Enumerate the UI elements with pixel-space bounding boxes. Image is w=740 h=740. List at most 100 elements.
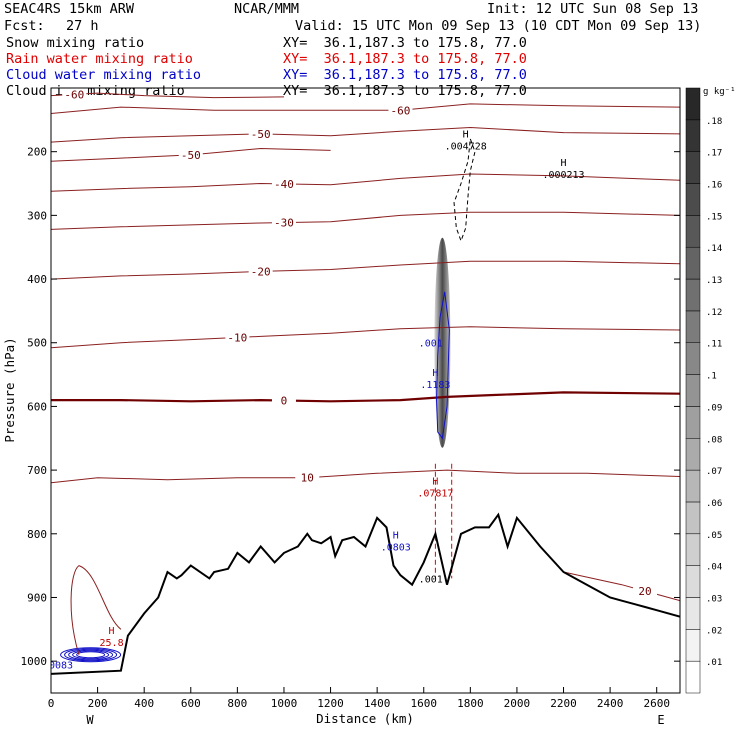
field-label-rain: Rain water mixing ratio xyxy=(6,51,193,67)
max-value: .0803 xyxy=(381,543,411,554)
colorbar-bin xyxy=(685,183,701,216)
isotherm-label: 20 xyxy=(638,585,651,598)
colorbar-bin xyxy=(685,469,701,503)
y-tick-label: 200 xyxy=(27,146,47,159)
valid-time: Valid: 15 UTC Mon 09 Sep 13 (10 CDT Mon … xyxy=(295,18,702,34)
colorbar-bin xyxy=(685,119,701,152)
colorbar-bin xyxy=(685,660,701,694)
colorbar-bin xyxy=(685,406,701,439)
isotherm-label-bg xyxy=(633,585,658,598)
isotherm-line xyxy=(51,326,680,349)
x-tick-label: 600 xyxy=(181,697,201,710)
y-tick-label: 600 xyxy=(27,400,47,413)
cloud-water-contour xyxy=(72,650,110,660)
colorbar-tick-label: .13 xyxy=(706,276,722,286)
isotherm-line xyxy=(70,565,122,655)
x-tick-label: 2000 xyxy=(504,697,531,710)
isotherm-line xyxy=(563,571,680,602)
isotherm-label: -40 xyxy=(274,178,294,191)
colorbar-bin xyxy=(685,629,701,662)
isotherm-line xyxy=(51,391,680,403)
isotherm-label: -50 xyxy=(181,149,201,162)
x-tick-label: 1400 xyxy=(364,697,391,710)
colorbar-bin xyxy=(685,438,701,471)
isotherm-line xyxy=(51,211,680,230)
fcst-label: Fcst: xyxy=(4,18,45,34)
cloud-ice-contour xyxy=(453,138,476,243)
y-tick-label: 700 xyxy=(27,464,47,477)
x-tick-label: 1800 xyxy=(457,697,484,710)
isotherm-line xyxy=(163,88,392,89)
max-marker: H xyxy=(463,129,469,140)
y-tick-label: 800 xyxy=(27,528,47,541)
y-tick-label: 300 xyxy=(27,209,47,222)
y-tick-label: 400 xyxy=(27,273,47,286)
isotherm-label: 0 xyxy=(281,394,288,407)
x-tick-label: 1000 xyxy=(271,697,298,710)
field-xy-rain: XY= 36.1,187.3 to 175.8, 77.0 xyxy=(283,51,527,67)
isotherm-line xyxy=(51,126,680,143)
colorbar-bin xyxy=(685,215,701,248)
colorbar-bin xyxy=(685,87,701,121)
isotherm-label: -70 xyxy=(554,77,574,90)
y-axis-title: Pressure (hPa) xyxy=(2,337,17,442)
max-value: .07817 xyxy=(417,488,453,499)
x-tick-label: 200 xyxy=(88,697,108,710)
colorbar-tick-label: .14 xyxy=(706,244,722,254)
isotherm-line xyxy=(51,173,680,192)
isotherm-label: 10 xyxy=(301,472,314,485)
max-value: .001 xyxy=(419,339,443,350)
isotherm-label-bg xyxy=(271,216,296,229)
field-label-cloud-water: Cloud water mixing ratio xyxy=(6,67,202,83)
isotherm-label-bg xyxy=(271,394,296,407)
colorbar-tick-label: .09 xyxy=(706,403,722,413)
max-marker: H xyxy=(432,368,438,379)
cloud-water-contour xyxy=(76,651,106,659)
field-label-snow: Snow mixing ratio xyxy=(6,35,145,51)
fcst-value: 27 h xyxy=(66,18,99,34)
colorbar-tick-label: .04 xyxy=(706,563,722,573)
x-axis-title: Distance (km) xyxy=(316,711,414,726)
max-marker: H xyxy=(561,158,567,169)
colorbar-tick-label: .15 xyxy=(706,212,722,222)
colorbar-tick-label: .07 xyxy=(706,467,722,477)
colorbar-tick-label: .11 xyxy=(706,340,722,350)
isotherm-line xyxy=(51,260,680,280)
isotherm-line xyxy=(51,469,680,484)
x-tick-label: 1200 xyxy=(317,697,344,710)
colorbar-tick-label: .05 xyxy=(706,531,722,541)
max-value: .001 xyxy=(419,574,443,585)
cloud-water-contour xyxy=(60,647,122,663)
x-tick-label: 800 xyxy=(227,697,247,710)
field-xy-cloud-ice: XY= 36.1,187.3 to 175.8, 77.0 xyxy=(283,83,527,99)
y-tick-label: 500 xyxy=(27,337,47,350)
max-marker: H xyxy=(393,531,399,542)
colorbar-tick-label: .02 xyxy=(706,626,722,636)
field-xy-cloud-water: XY= 36.1,187.3 to 175.8, 77.0 xyxy=(283,67,527,83)
isotherm-label-bg xyxy=(248,127,273,140)
init-time: Init: 12 UTC Sun 08 Sep 13 xyxy=(487,1,699,17)
colorbar-bin xyxy=(685,565,701,598)
colorbar-bin xyxy=(685,342,701,375)
isotherm-label: -50 xyxy=(251,128,271,141)
colorbar-bin xyxy=(685,310,701,343)
isotherm-line xyxy=(51,103,680,114)
max-value: .0083 xyxy=(43,660,73,671)
x-tick-label: 1600 xyxy=(410,697,437,710)
colorbar-tick-label: .17 xyxy=(706,149,722,159)
colorbar-tick-label: .03 xyxy=(706,594,722,604)
isotherm-label: -20 xyxy=(251,265,271,278)
colorbar-tick-label: .06 xyxy=(706,499,722,509)
isotherm-label-bg xyxy=(551,88,576,89)
x-tick-label: 2400 xyxy=(597,697,624,710)
model-title: SEAC4RS 15km ARW xyxy=(4,1,135,17)
colorbar-tick-label: .1 xyxy=(706,372,717,382)
max-value: .000213 xyxy=(542,170,584,181)
field-xy-snow: XY= 36.1,187.3 to 175.8, 77.0 xyxy=(283,35,527,51)
isotherm-label-bg xyxy=(62,88,87,101)
x-tick-label: 0 xyxy=(48,697,55,710)
colorbar-bin xyxy=(685,246,701,280)
max-value: .1183 xyxy=(420,380,450,391)
colorbar-tick-label: .16 xyxy=(706,181,722,191)
west-end-label: W xyxy=(86,713,94,727)
